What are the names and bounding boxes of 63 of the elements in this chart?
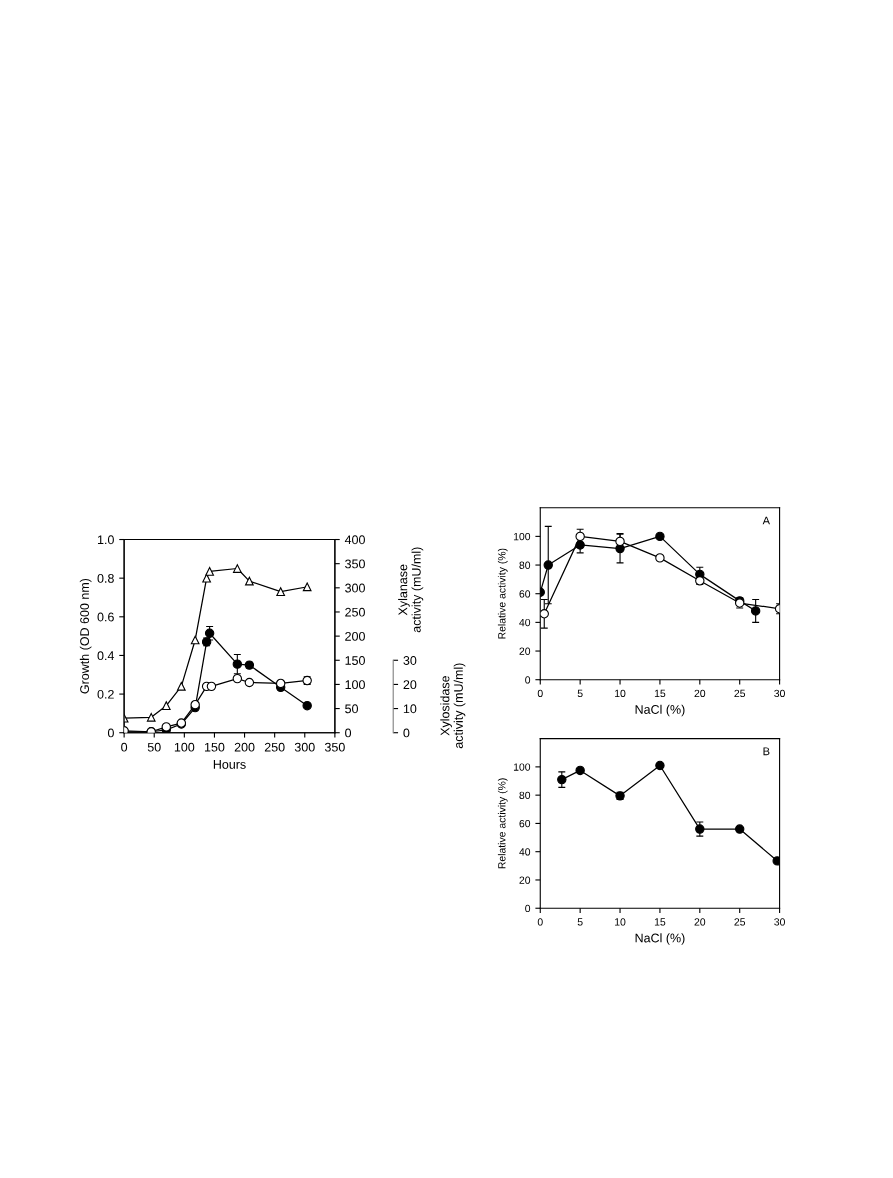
y2-tick-label: 100 <box>345 680 365 690</box>
x-tick-label: 25 <box>734 689 746 698</box>
y2-tick-label: 150 <box>345 656 365 665</box>
x-axis-title: NaCl (%) <box>635 704 685 717</box>
y-tick-label: 20 <box>519 647 531 655</box>
y-axis-title: Relative activity (%) <box>497 778 508 869</box>
x-tick-label: 5 <box>577 918 583 926</box>
x-tick-label: 25 <box>734 918 746 926</box>
y2-tick-label: 50 <box>345 704 359 714</box>
y-tick-label: 60 <box>519 590 531 598</box>
y-tick-label: 20 <box>519 876 531 884</box>
y-tick-label: 100 <box>513 532 531 541</box>
y2-tick-label: 200 <box>345 631 365 641</box>
y-tick-label: 0 <box>107 728 114 738</box>
x-tick-label: 0 <box>121 742 128 752</box>
y-tick-label: 0.6 <box>97 612 114 622</box>
x-tick-label: 10 <box>615 689 626 698</box>
y-tick-label: 0.2 <box>97 689 114 699</box>
y3-axis-title: Xylosidase activity (mU/ml) <box>440 663 466 749</box>
y3-tick-label: 0 <box>403 728 410 738</box>
x-tick-label: 15 <box>654 689 666 698</box>
y-tick-label: 100 <box>513 763 531 771</box>
x-tick-label: 20 <box>694 689 706 698</box>
x-tick-label: 0 <box>537 689 543 698</box>
x-tick-label: 200 <box>234 742 255 752</box>
y3-tick-label: 10 <box>403 704 417 714</box>
y-tick-label: 0.8 <box>97 573 114 583</box>
y-tick-label: 0 <box>525 676 531 684</box>
x-axis-title: NaCl (%) <box>635 933 685 945</box>
annotation: B <box>763 747 770 756</box>
y-tick-label: 40 <box>519 848 531 856</box>
y2-tick-label: 250 <box>345 607 365 617</box>
x-axis-title: Hours <box>213 760 246 769</box>
y2-tick-label: 0 <box>345 728 352 738</box>
y-tick-label: 40 <box>519 618 531 627</box>
y2-axis-title: Xylanase activity (mU/ml) <box>398 547 424 633</box>
y-tick-label: 60 <box>519 819 531 828</box>
x-tick-label: 10 <box>615 918 626 926</box>
x-tick-label: 0 <box>537 918 543 926</box>
y3-tick-label: 20 <box>403 680 417 690</box>
x-tick-label: 300 <box>294 742 315 752</box>
y-axis-title: Relative activity (%) <box>497 548 508 639</box>
y2-tick-label: 350 <box>345 559 365 569</box>
y-tick-label: 80 <box>519 561 531 569</box>
y2-tick-label: 400 <box>344 535 365 545</box>
x-tick-label: 100 <box>174 742 195 752</box>
x-tick-label: 5 <box>577 689 583 698</box>
y2-tick-label: 300 <box>345 583 365 593</box>
x-tick-label: 150 <box>204 742 225 752</box>
x-tick-label: 250 <box>264 742 285 752</box>
x-tick-label: 30 <box>774 918 785 926</box>
x-tick-label: 30 <box>774 689 785 698</box>
x-tick-label: 350 <box>324 742 345 752</box>
y3-tick-label: 30 <box>403 656 417 665</box>
y-axis-title: Growth (OD 600 nm) <box>79 578 92 694</box>
y-tick-label: 80 <box>519 791 531 800</box>
x-tick-label: 50 <box>147 742 161 752</box>
annotation: A <box>762 516 770 525</box>
y-tick-label: 0.4 <box>97 651 115 661</box>
y-tick-label: 0 <box>525 904 531 913</box>
y-tick-label: 1.0 <box>97 535 114 545</box>
x-tick-label: 20 <box>694 918 706 926</box>
x-tick-label: 15 <box>654 918 666 926</box>
